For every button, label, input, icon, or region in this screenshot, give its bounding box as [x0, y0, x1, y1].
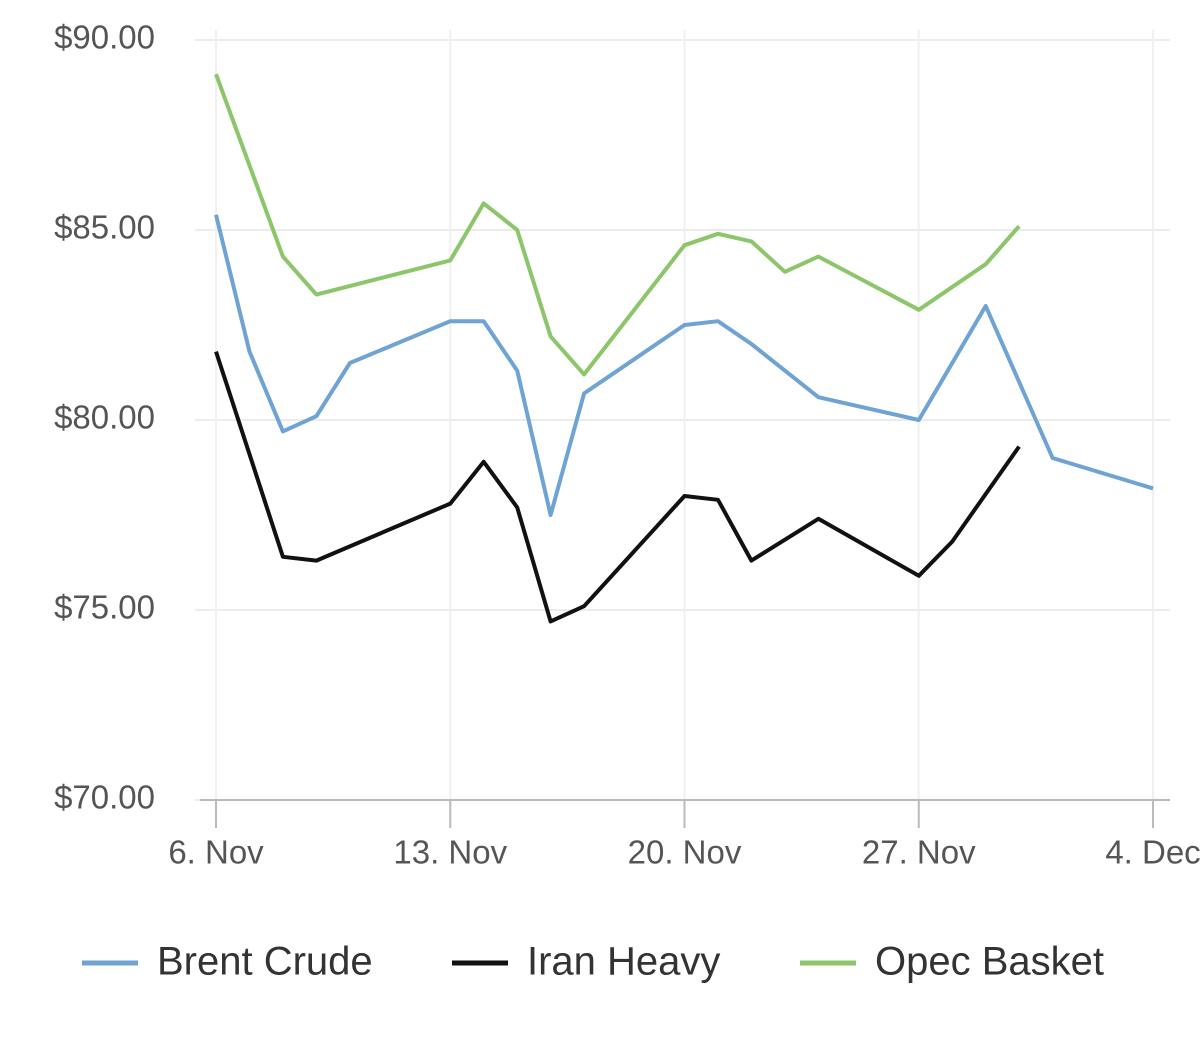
legend-text: Brent Crude — [157, 940, 373, 984]
legend-text: Opec Basket — [875, 940, 1104, 984]
legend-text: Iran Heavy — [527, 940, 720, 984]
series-line — [214, 73, 1021, 377]
x-tick-label: 20. Nov — [628, 834, 742, 871]
y-tick-label: $70.00 — [54, 779, 155, 816]
y-tick-label: $80.00 — [54, 399, 155, 436]
series-line — [214, 350, 1021, 624]
x-tick-label: 6. Nov — [168, 834, 264, 871]
x-tick-label: 13. Nov — [393, 834, 507, 871]
y-tick-label: $75.00 — [54, 589, 155, 626]
x-tick-label: 27. Nov — [862, 834, 976, 871]
y-tick-label: $90.00 — [54, 19, 155, 56]
x-tick-label: 4. Dec — [1105, 834, 1200, 871]
y-tick-label: $85.00 — [54, 209, 155, 246]
series-line — [214, 214, 1154, 517]
